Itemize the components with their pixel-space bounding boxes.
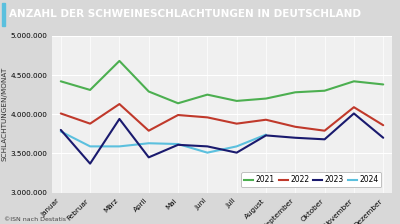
2022 bbox=[264, 118, 268, 121]
Y-axis label: SCHLACHTUNGEN/MONAT: SCHLACHTUNGEN/MONAT bbox=[2, 67, 8, 161]
Text: ©ISN nach Destatis: ©ISN nach Destatis bbox=[4, 217, 66, 222]
2021 bbox=[117, 60, 122, 62]
Legend: 2021, 2022, 2023, 2024: 2021, 2022, 2023, 2024 bbox=[241, 172, 381, 187]
Line: 2022: 2022 bbox=[61, 104, 383, 131]
Text: ANZAHL DER SCHWEINESCHLACHTUNGEN IN DEUTSCHLAND: ANZAHL DER SCHWEINESCHLACHTUNGEN IN DEUT… bbox=[9, 9, 361, 19]
2023 bbox=[176, 143, 180, 146]
2021 bbox=[322, 89, 327, 92]
2022 bbox=[205, 116, 210, 119]
2021 bbox=[58, 80, 63, 83]
2023 bbox=[234, 151, 239, 154]
2022 bbox=[117, 103, 122, 105]
Line: 2021: 2021 bbox=[61, 61, 383, 103]
2021 bbox=[176, 102, 180, 105]
2021 bbox=[88, 88, 92, 91]
2023 bbox=[264, 134, 268, 137]
2022 bbox=[293, 125, 298, 128]
2021 bbox=[205, 93, 210, 96]
2022 bbox=[58, 112, 63, 115]
2021 bbox=[264, 97, 268, 100]
2024 bbox=[176, 143, 180, 145]
2023 bbox=[205, 145, 210, 148]
2022 bbox=[176, 114, 180, 116]
2023 bbox=[381, 136, 386, 139]
2024 bbox=[205, 151, 210, 154]
Line: 2024: 2024 bbox=[61, 131, 266, 153]
2022 bbox=[146, 129, 151, 132]
2023 bbox=[322, 138, 327, 141]
2022 bbox=[352, 106, 356, 109]
2022 bbox=[381, 124, 386, 127]
2021 bbox=[293, 91, 298, 94]
2024 bbox=[88, 145, 92, 148]
2022 bbox=[322, 129, 327, 132]
2021 bbox=[146, 90, 151, 93]
2022 bbox=[88, 122, 92, 125]
2022 bbox=[234, 122, 239, 125]
2023 bbox=[117, 118, 122, 120]
2024 bbox=[58, 130, 63, 133]
2023 bbox=[146, 156, 151, 159]
2021 bbox=[352, 80, 356, 83]
Line: 2023: 2023 bbox=[61, 113, 383, 164]
2021 bbox=[381, 83, 386, 86]
2023 bbox=[293, 136, 298, 139]
2023 bbox=[352, 112, 356, 115]
2024 bbox=[146, 142, 151, 144]
2023 bbox=[88, 162, 92, 165]
2024 bbox=[264, 133, 268, 136]
2021 bbox=[234, 99, 239, 102]
2024 bbox=[117, 145, 122, 148]
Bar bbox=[2, 3, 5, 26]
2024 bbox=[234, 145, 239, 148]
2023 bbox=[58, 129, 63, 131]
